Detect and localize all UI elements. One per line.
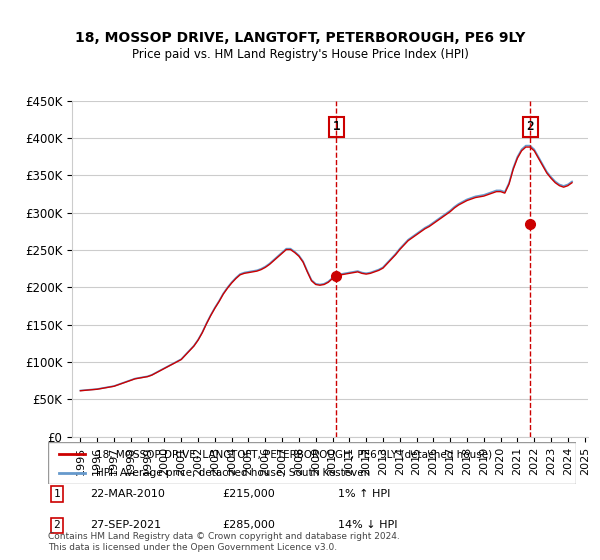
Text: £285,000: £285,000 [222,520,275,530]
Text: 22-MAR-2010: 22-MAR-2010 [90,489,165,499]
Text: 1: 1 [332,120,340,133]
Text: 2: 2 [53,520,60,530]
Text: 1: 1 [53,489,60,499]
Text: 1% ↑ HPI: 1% ↑ HPI [338,489,391,499]
Text: 14% ↓ HPI: 14% ↓ HPI [338,520,398,530]
Text: Contains HM Land Registry data © Crown copyright and database right 2024.
This d: Contains HM Land Registry data © Crown c… [48,532,400,552]
Text: 27-SEP-2021: 27-SEP-2021 [90,520,161,530]
Text: HPI: Average price, detached house, South Kesteven: HPI: Average price, detached house, Sout… [95,468,370,478]
Text: £215,000: £215,000 [222,489,275,499]
Text: 18, MOSSOP DRIVE, LANGTOFT, PETERBOROUGH, PE6 9LY (detached house): 18, MOSSOP DRIVE, LANGTOFT, PETERBOROUGH… [95,449,491,459]
Text: 2: 2 [526,120,534,133]
Text: Price paid vs. HM Land Registry's House Price Index (HPI): Price paid vs. HM Land Registry's House … [131,48,469,60]
Text: 18, MOSSOP DRIVE, LANGTOFT, PETERBOROUGH, PE6 9LY: 18, MOSSOP DRIVE, LANGTOFT, PETERBOROUGH… [75,31,525,45]
